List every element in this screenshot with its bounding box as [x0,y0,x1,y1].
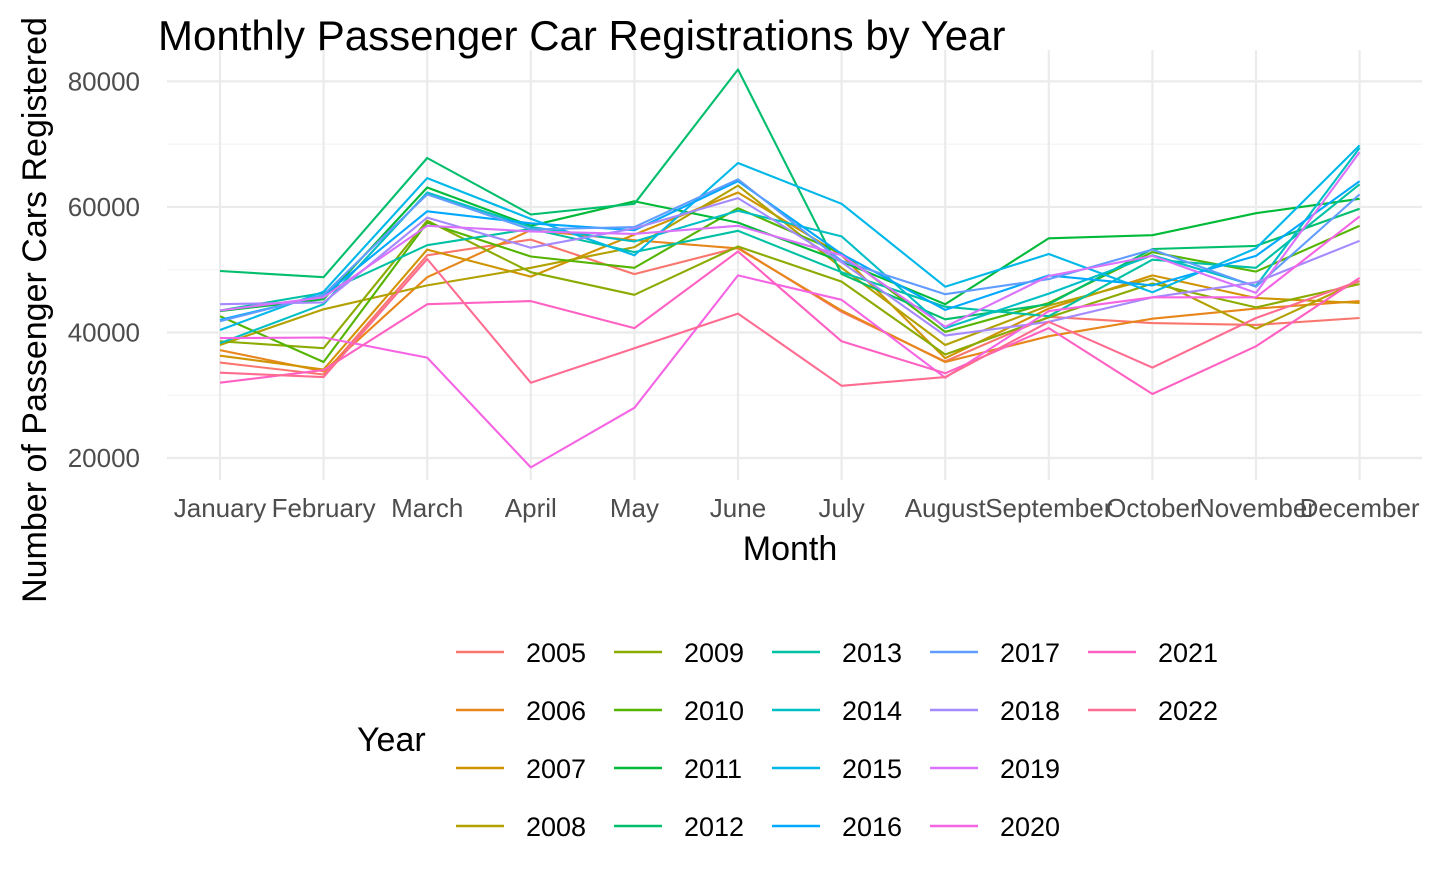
legend-label-2013: 2013 [842,638,902,668]
legend-label-2022: 2022 [1158,696,1218,726]
x-tick-label: April [505,493,557,523]
x-axis-title: Month [743,530,838,568]
chart-title: Monthly Passenger Car Registrations by Y… [158,12,1005,59]
legend-label-2012: 2012 [684,812,744,842]
series-line-2014 [219,147,1361,345]
y-tick-label: 60000 [68,192,140,222]
x-tick-label: December [1300,493,1420,523]
legend-label-2016: 2016 [842,812,902,842]
legend-label-2011: 2011 [684,754,742,784]
legend-label-2006: 2006 [526,696,586,726]
series-line-2015 [219,144,1361,331]
legend-label-2008: 2008 [526,812,586,842]
x-tick-label: November [1196,493,1316,523]
y-tick-label: 20000 [68,443,140,473]
x-tick-label: June [710,493,766,523]
y-axis-title: Number of Passenger Cars Registered [16,17,54,603]
legend-label-2017: 2017 [1000,638,1060,668]
legend-title: Year [357,721,426,759]
series-line-2019 [219,151,1361,328]
legend-label-2018: 2018 [1000,696,1060,726]
legend-label-2005: 2005 [526,638,586,668]
legend-label-2014: 2014 [842,696,902,726]
series-line-2012 [219,68,1360,321]
legend-label-2019: 2019 [1000,754,1060,784]
series-line-2006 [219,229,1360,373]
series-lines [219,68,1361,469]
y-axis-ticks: 20000 40000 60000 80000 [68,66,140,473]
series-line-2016 [219,180,1361,321]
x-tick-label: September [985,493,1113,523]
series-line-2011 [219,186,1360,313]
legend: Year 2005 2006 2007 2008 2009 2010 2011 2012 201… [357,638,1218,842]
legend-label-2007: 2007 [526,754,586,784]
x-tick-label: May [610,493,659,523]
series-line-2022 [219,257,1360,387]
legend-label-2010: 2010 [684,696,744,726]
series-line-2017 [219,178,1361,323]
x-tick-label: January [174,493,267,523]
grid [167,50,1422,480]
legend-label-2015: 2015 [842,754,902,784]
legend-label-2009: 2009 [684,638,744,668]
x-tick-label: July [818,493,864,523]
x-axis-ticks: January February March April May June July Augu… [174,493,1420,523]
y-tick-label: 80000 [68,66,140,96]
x-tick-label: August [905,493,987,523]
series-line-2018 [219,197,1360,337]
series-line-2021 [219,250,1361,396]
legend-label-2020: 2020 [1000,812,1060,842]
x-tick-label: February [272,493,376,523]
y-tick-label: 40000 [68,317,140,347]
series-line-2009 [219,219,1360,356]
x-tick-label: October [1106,493,1199,523]
series-line-2020 [219,215,1361,469]
legend-label-2021: 2021 [1158,638,1218,668]
x-tick-label: March [391,493,463,523]
